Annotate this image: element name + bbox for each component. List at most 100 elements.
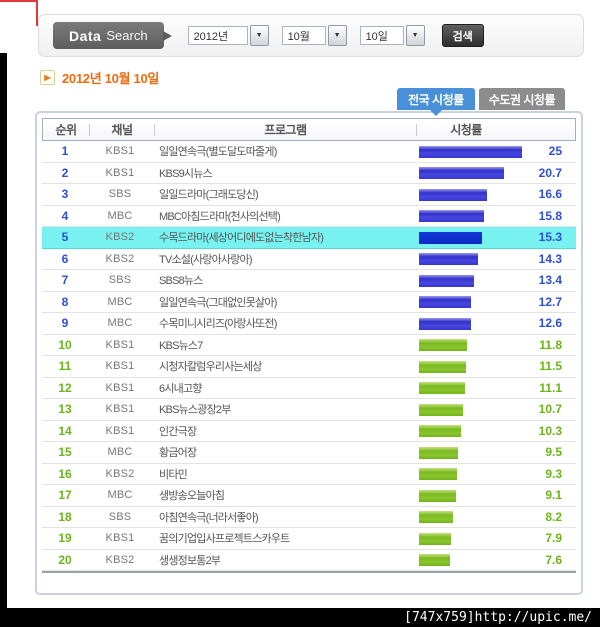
table-row[interactable]: 1 KBS1 일일연속극(별도달도따줄게) 25 <box>42 141 576 163</box>
rating-value: 9.3 <box>545 466 562 481</box>
table-body: 1 KBS1 일일연속극(별도달도따줄게) 25 2 KBS1 KBS9시뉴스 20.7 3 SB… <box>42 141 576 573</box>
rating-bar <box>419 253 478 265</box>
badge-label-bold: Data <box>69 27 102 44</box>
chevron-down-icon: ▼ <box>333 32 341 39</box>
chevron-down-icon: ▼ <box>255 32 263 39</box>
rating-bar <box>419 167 504 179</box>
program-cell: 아침연속극(너라서좋아) <box>159 511 259 524</box>
day-select-group: 10일 ▼ <box>359 25 425 46</box>
search-button[interactable]: 검색 <box>441 24 484 47</box>
table-row[interactable]: 17 MBC 생방송오늘아침 9.1 <box>42 485 576 507</box>
program-cell: 꿈의기업입사프로젝트스카우트 <box>159 533 290 546</box>
channel-cell: KBS2 <box>105 553 135 566</box>
table-row[interactable]: 7 SBS SBS8뉴스 13.4 <box>42 270 576 292</box>
table-row[interactable]: 6 KBS2 TV소설(사랑아사랑아) 14.3 <box>42 248 576 270</box>
rating-cell: 12.6 <box>413 313 576 334</box>
channel-cell: KBS1 <box>105 381 135 394</box>
program-cell: 비타민 <box>159 468 188 481</box>
month-select[interactable]: 10월 <box>281 26 326 45</box>
program-cell: 생생정보통2부 <box>159 554 221 567</box>
channel-cell: KBS2 <box>105 252 135 265</box>
rating-cell: 12.7 <box>413 292 576 313</box>
rank-cell: 11 <box>58 359 72 374</box>
rating-bar <box>419 554 451 566</box>
table-row[interactable]: 11 KBS1 시청자칼럼우리사는세상 11.5 <box>42 356 576 378</box>
tab-nationwide-ratings[interactable]: 전국 시청률 <box>396 88 475 116</box>
channel-cell: KBS1 <box>105 403 135 416</box>
table-row[interactable]: 20 KBS2 생생정보통2부 7.6 <box>42 549 576 571</box>
rank-cell: 8 <box>61 294 69 309</box>
channel-cell: KBS1 <box>105 532 135 545</box>
rating-bar <box>419 511 453 523</box>
table-row[interactable]: 8 MBC 일일연속극(그대없인못살아) 12.7 <box>42 291 576 313</box>
month-dropdown-button[interactable]: ▼ <box>327 25 347 46</box>
channel-cell: SBS <box>108 274 132 287</box>
rating-value: 7.9 <box>545 531 562 546</box>
rank-cell: 6 <box>61 251 69 266</box>
year-select[interactable]: 2012년 <box>187 26 248 45</box>
rating-value: 12.7 <box>538 294 562 309</box>
rating-bar <box>419 188 488 201</box>
rating-cell: 16.6 <box>413 184 576 205</box>
rating-value: 10.7 <box>538 402 562 417</box>
table-row[interactable]: 10 KBS1 KBS뉴스7 11.8 <box>42 334 576 356</box>
ratings-tabs: 전국 시청률 수도권 시청률 <box>396 88 565 116</box>
table-row[interactable]: 3 SBS 일일드라마(그래도당신) 16.6 <box>42 184 576 206</box>
header-rank: 순위 <box>55 123 77 137</box>
program-cell: KBS9시뉴스 <box>159 167 213 180</box>
program-cell: KBS뉴스광장2부 <box>159 404 231 417</box>
rating-cell: 11.8 <box>413 335 576 356</box>
tab-label: 전국 시청률 <box>408 92 464 107</box>
year-dropdown-button[interactable]: ▼ <box>249 25 269 46</box>
table-row[interactable]: 4 MBC MBC아침드라마(천사의선택) 15.8 <box>42 205 576 227</box>
rating-cell: 11.1 <box>413 378 576 399</box>
table-row[interactable]: 15 MBC 황금어장 9.5 <box>42 442 576 464</box>
rating-value: 14.3 <box>538 251 562 266</box>
rating-bar <box>419 382 465 394</box>
rating-bar <box>419 296 472 308</box>
table-row[interactable]: 12 KBS1 6시내고향 11.1 <box>42 377 576 399</box>
table-row[interactable]: 19 KBS1 꿈의기업입사프로젝트스카우트 7.9 <box>42 528 576 550</box>
table-row[interactable]: 9 MBC 수목미니시리즈(아랑사또전) 12.6 <box>42 313 576 335</box>
table-row[interactable]: 13 KBS1 KBS뉴스광장2부 10.7 <box>42 399 576 421</box>
table-row[interactable]: 2 KBS1 KBS9시뉴스 20.7 <box>42 162 576 184</box>
day-select[interactable]: 10일 <box>359 26 404 45</box>
rating-cell: 15.3 <box>413 227 576 248</box>
header-channel: 채널 <box>111 123 133 137</box>
crop-marker-vertical <box>36 0 38 26</box>
rating-cell: 10.7 <box>413 399 576 420</box>
date-heading: ▶ 2012년 10월 10일 <box>40 68 159 87</box>
rating-value: 15.3 <box>538 230 562 245</box>
rating-cell: 14.3 <box>413 249 576 270</box>
day-dropdown-button[interactable]: ▼ <box>405 25 425 46</box>
rating-cell: 13.4 <box>413 270 576 291</box>
table-row[interactable]: 14 KBS1 인간극장 10.3 <box>42 420 576 442</box>
rating-bar <box>419 403 463 416</box>
header-separator <box>154 123 155 136</box>
rank-cell: 10 <box>58 337 72 352</box>
rank-cell: 20 <box>58 552 72 567</box>
program-cell: 일일연속극(별도달도따줄게) <box>159 146 277 159</box>
data-search-panel: Data Search 2012년 ▼ 10월 ▼ 10일 ▼ 검색 <box>38 14 584 57</box>
channel-cell: KBS2 <box>105 231 135 244</box>
rating-cell: 7.9 <box>413 528 576 549</box>
rank-cell: 12 <box>58 380 72 395</box>
crop-marker-horizontal <box>0 0 38 2</box>
table-row[interactable]: 18 SBS 아침연속극(너라서좋아) 8.2 <box>42 506 576 528</box>
rating-bar <box>419 360 467 373</box>
active-tab-notch <box>429 110 442 116</box>
channel-cell: KBS1 <box>105 424 135 437</box>
program-cell: SBS8뉴스 <box>159 275 203 288</box>
rating-bar <box>419 489 457 502</box>
month-select-group: 10월 ▼ <box>281 25 347 46</box>
rating-value: 9.1 <box>545 488 562 503</box>
frame-left-strip <box>0 53 7 627</box>
rating-value: 11.5 <box>539 359 562 374</box>
rating-bar <box>419 317 471 330</box>
table-row[interactable]: 16 KBS2 비타민 9.3 <box>42 463 576 485</box>
table-row[interactable]: 5 KBS2 수목드라마(세상어디에도없는착한남자) 15.3 <box>42 227 576 249</box>
tab-metro-ratings[interactable]: 수도권 시청률 <box>478 88 565 110</box>
badge-arrow-icon <box>162 31 172 41</box>
program-cell: 수목미니시리즈(아랑사또전) <box>159 318 277 331</box>
channel-cell: SBS <box>108 510 132 523</box>
